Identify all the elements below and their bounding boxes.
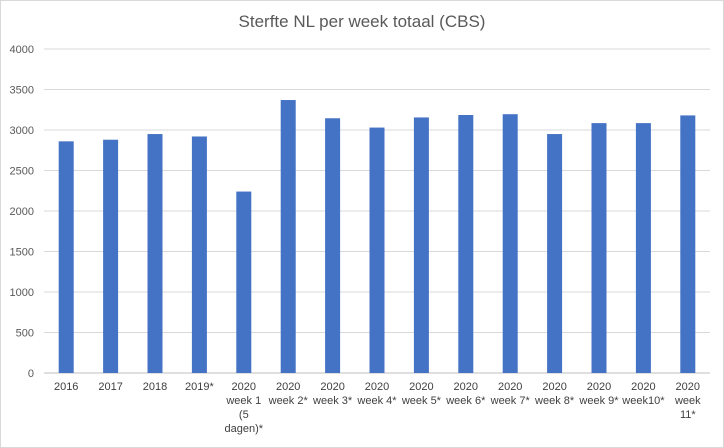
y-tick-label: 2500 (10, 166, 34, 178)
bar (591, 123, 607, 374)
y-tick-label: 4000 (10, 44, 34, 56)
x-tick-label: 2020 week 9* (578, 381, 619, 407)
x-tick-label: 2016 (54, 381, 78, 393)
bar (458, 115, 474, 373)
chart-title: Sterfte NL per week totaal (CBS) (238, 12, 486, 31)
bar (236, 191, 252, 373)
x-tick-label: 2020 week 4* (356, 381, 397, 407)
x-tick-label: 2020 week 2* (268, 381, 309, 407)
bar (369, 127, 385, 373)
x-tick-label: 2020 week 8* (534, 381, 575, 407)
y-tick-label: 0 (28, 368, 34, 380)
x-tick-label: 2020 week 6* (445, 381, 486, 407)
bar (635, 123, 651, 374)
bar (680, 115, 696, 374)
bar (103, 139, 119, 373)
bar (413, 117, 429, 373)
y-tick-label: 2000 (10, 206, 34, 218)
x-tick-label: 2018 (143, 381, 167, 393)
x-tick-label: 2020 week 11* (674, 381, 701, 421)
x-tick-label: 2019* (185, 381, 214, 393)
bar (547, 134, 563, 373)
bar (191, 136, 207, 373)
y-tick-label: 1000 (10, 287, 34, 299)
bar (58, 141, 74, 373)
x-tick-label: 2020 week 3* (312, 381, 353, 407)
x-tick-label: 2020 week 7* (490, 381, 531, 407)
bar (325, 118, 341, 373)
x-tick-label: 2017 (98, 381, 122, 393)
y-tick-label: 1500 (10, 247, 34, 259)
y-tick-label: 3000 (10, 125, 34, 137)
y-tick-label: 3500 (10, 85, 34, 97)
x-tick-label: 2020 week 5* (401, 381, 442, 407)
x-tick-label: 2020 week 1 (5 dagen)* (225, 381, 264, 435)
y-tick-label: 500 (16, 328, 34, 340)
bar (280, 100, 296, 373)
bar (147, 134, 163, 373)
x-tick-label: 2020 week10* (621, 381, 665, 407)
bar (502, 114, 518, 373)
